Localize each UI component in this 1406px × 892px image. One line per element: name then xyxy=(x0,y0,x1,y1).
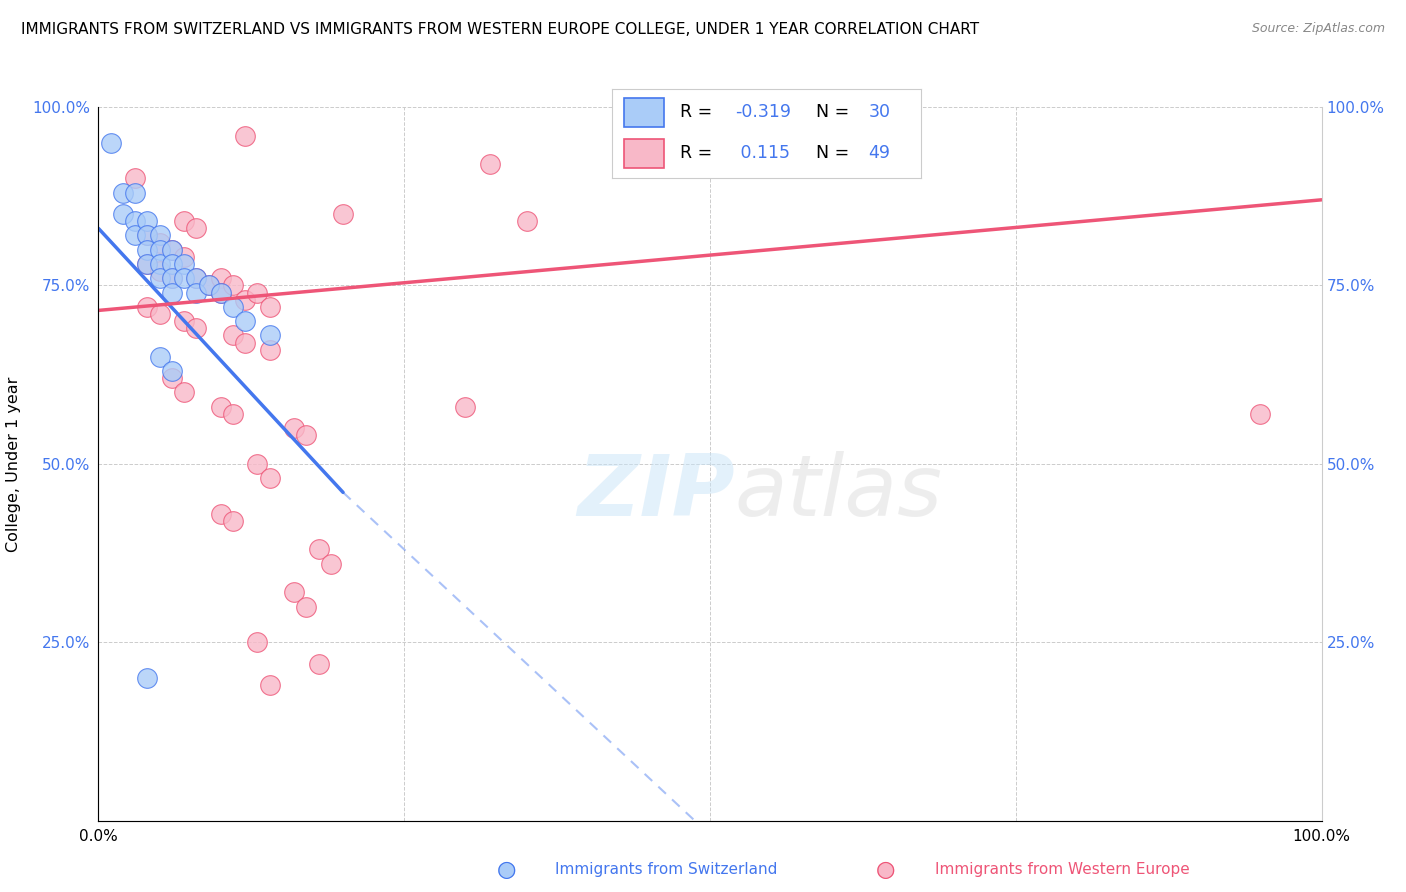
Point xyxy=(197,278,219,293)
Point xyxy=(186,221,208,235)
Text: Immigrants from Switzerland: Immigrants from Switzerland xyxy=(555,863,778,877)
Point xyxy=(173,385,195,400)
Point xyxy=(222,514,245,528)
Point xyxy=(259,343,281,357)
Point xyxy=(209,285,232,300)
Point xyxy=(332,207,354,221)
Point xyxy=(222,278,245,293)
Point xyxy=(149,257,172,271)
Point xyxy=(136,228,159,243)
Text: 49: 49 xyxy=(869,145,890,162)
Text: IMMIGRANTS FROM SWITZERLAND VS IMMIGRANTS FROM WESTERN EUROPE COLLEGE, UNDER 1 Y: IMMIGRANTS FROM SWITZERLAND VS IMMIGRANT… xyxy=(21,22,979,37)
Point xyxy=(1249,407,1271,421)
Point xyxy=(209,507,232,521)
Text: ○: ○ xyxy=(876,860,896,880)
Point xyxy=(136,257,159,271)
Point xyxy=(209,271,232,285)
Point xyxy=(149,307,172,321)
Point xyxy=(160,271,183,285)
Text: atlas: atlas xyxy=(734,450,942,534)
Point xyxy=(160,243,183,257)
Point xyxy=(136,243,159,257)
Point xyxy=(233,314,256,328)
Point xyxy=(160,364,183,378)
Point xyxy=(160,271,183,285)
Point xyxy=(259,678,281,692)
Text: ●: ● xyxy=(496,860,516,880)
Point xyxy=(295,599,318,614)
Point xyxy=(136,671,159,685)
Point xyxy=(111,207,134,221)
Text: Immigrants from Western Europe: Immigrants from Western Europe xyxy=(935,863,1189,877)
Point xyxy=(186,271,208,285)
Y-axis label: College, Under 1 year: College, Under 1 year xyxy=(6,376,21,551)
Text: N =: N = xyxy=(815,145,855,162)
Point xyxy=(186,271,208,285)
Point xyxy=(319,557,342,571)
Point xyxy=(149,271,172,285)
Point xyxy=(136,228,159,243)
Point xyxy=(454,400,477,414)
FancyBboxPatch shape xyxy=(624,139,664,168)
Text: ZIP: ZIP xyxy=(576,450,734,534)
FancyBboxPatch shape xyxy=(624,98,664,127)
Point xyxy=(233,335,256,350)
Point xyxy=(160,243,183,257)
Point xyxy=(136,214,159,228)
Text: 0.115: 0.115 xyxy=(735,145,790,162)
Point xyxy=(259,471,281,485)
Text: 30: 30 xyxy=(869,103,890,121)
Point xyxy=(149,228,172,243)
Point xyxy=(124,214,146,228)
Text: ○: ○ xyxy=(496,860,516,880)
Point xyxy=(246,285,269,300)
Point xyxy=(173,257,195,271)
Point xyxy=(149,243,172,257)
Text: R =: R = xyxy=(679,145,717,162)
Point xyxy=(222,328,245,343)
Point xyxy=(124,228,146,243)
Point xyxy=(478,157,501,171)
Point xyxy=(259,300,281,314)
Point xyxy=(283,585,305,599)
Point xyxy=(233,293,256,307)
Text: Source: ZipAtlas.com: Source: ZipAtlas.com xyxy=(1251,22,1385,36)
Point xyxy=(149,264,172,278)
Point xyxy=(173,214,195,228)
Point xyxy=(308,542,330,557)
Point xyxy=(124,186,146,200)
Point xyxy=(197,278,219,293)
Point xyxy=(222,407,245,421)
Point xyxy=(160,257,183,271)
Point xyxy=(173,271,195,285)
Point xyxy=(149,350,172,364)
Text: N =: N = xyxy=(815,103,855,121)
Point xyxy=(160,371,183,385)
Point xyxy=(100,136,122,150)
Point xyxy=(259,328,281,343)
Point xyxy=(295,428,318,442)
Point xyxy=(160,285,183,300)
Point xyxy=(233,128,256,143)
Text: -0.319: -0.319 xyxy=(735,103,792,121)
Point xyxy=(136,257,159,271)
Text: R =: R = xyxy=(679,103,717,121)
Point xyxy=(222,300,245,314)
Point xyxy=(149,235,172,250)
Point xyxy=(283,421,305,435)
Point xyxy=(173,314,195,328)
Point xyxy=(186,321,208,335)
Point xyxy=(308,657,330,671)
Point xyxy=(246,457,269,471)
Point xyxy=(209,285,232,300)
Text: ●: ● xyxy=(876,860,896,880)
Point xyxy=(136,300,159,314)
Point xyxy=(186,285,208,300)
Point xyxy=(209,400,232,414)
Point xyxy=(515,214,537,228)
Point xyxy=(111,186,134,200)
Point xyxy=(246,635,269,649)
Point xyxy=(124,171,146,186)
Point xyxy=(173,250,195,264)
